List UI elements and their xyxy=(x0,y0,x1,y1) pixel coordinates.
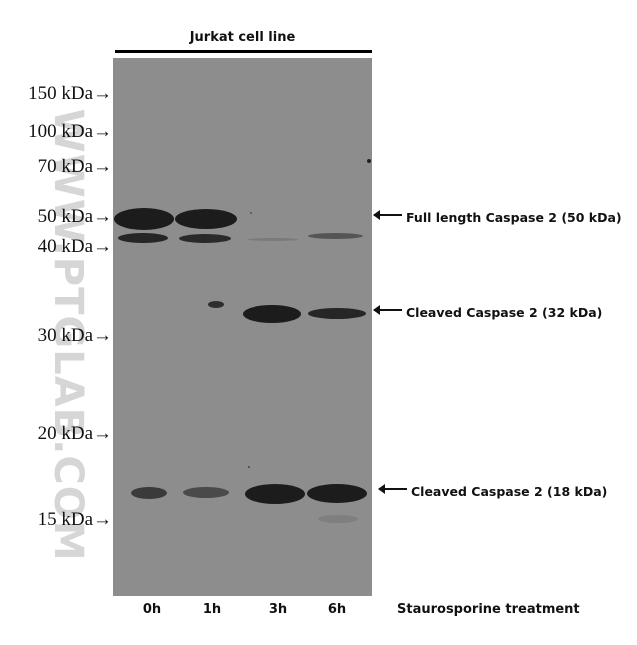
band-18kda-1h xyxy=(183,487,229,498)
marker-30: 30 kDa→ xyxy=(37,325,112,346)
lane-label-1h: 1h xyxy=(202,602,222,617)
speck xyxy=(250,212,252,214)
annotation-full-length: Full length Caspase 2 (50 kDa) xyxy=(373,209,622,226)
lane-label-0h: 0h xyxy=(142,602,162,617)
band-42kda-1h xyxy=(179,234,231,243)
lane-label-6h: 6h xyxy=(327,602,347,617)
marker-150: 150 kDa→ xyxy=(28,83,112,104)
band-50kda-1h xyxy=(175,209,237,229)
band-18kda-0h xyxy=(131,487,167,499)
title-underline xyxy=(115,50,372,53)
band-18kda-3h xyxy=(245,484,305,504)
annotation-cleaved-18: Cleaved Caspase 2 (18 kDa) xyxy=(378,483,608,500)
annotation-text: Cleaved Caspase 2 (32 kDa) xyxy=(406,305,603,320)
treatment-label: Staurosporine treatment xyxy=(397,602,580,617)
speck xyxy=(367,159,371,163)
speck xyxy=(248,466,250,468)
band-42kda-6h xyxy=(308,233,363,239)
marker-50: 50 kDa→ xyxy=(37,206,112,227)
marker-20: 20 kDa→ xyxy=(37,423,112,444)
marker-100: 100 kDa→ xyxy=(28,121,112,142)
lane-label-3h: 3h xyxy=(268,602,288,617)
band-42kda-0h xyxy=(118,233,168,243)
annotation-cleaved-32: Cleaved Caspase 2 (32 kDa) xyxy=(373,304,603,321)
annotation-text: Full length Caspase 2 (50 kDa) xyxy=(406,210,622,225)
band-50kda-0h xyxy=(114,208,174,230)
band-32kda-6h xyxy=(308,308,366,319)
figure-title: Jurkat cell line xyxy=(189,30,296,45)
band-32kda-3h xyxy=(243,305,301,323)
marker-70: 70 kDa→ xyxy=(37,156,112,177)
marker-15: 15 kDa→ xyxy=(37,509,112,530)
band-42kda-3h xyxy=(248,238,298,241)
marker-40: 40 kDa→ xyxy=(37,236,112,257)
left-arrow-icon xyxy=(373,304,402,315)
smear-6h xyxy=(318,515,358,523)
blot-membrane xyxy=(113,58,372,596)
left-arrow-icon xyxy=(378,483,407,494)
band-18kda-6h xyxy=(307,484,367,503)
band-32kda-1h xyxy=(208,301,224,308)
annotation-text: Cleaved Caspase 2 (18 kDa) xyxy=(411,484,608,499)
left-arrow-icon xyxy=(373,209,402,220)
